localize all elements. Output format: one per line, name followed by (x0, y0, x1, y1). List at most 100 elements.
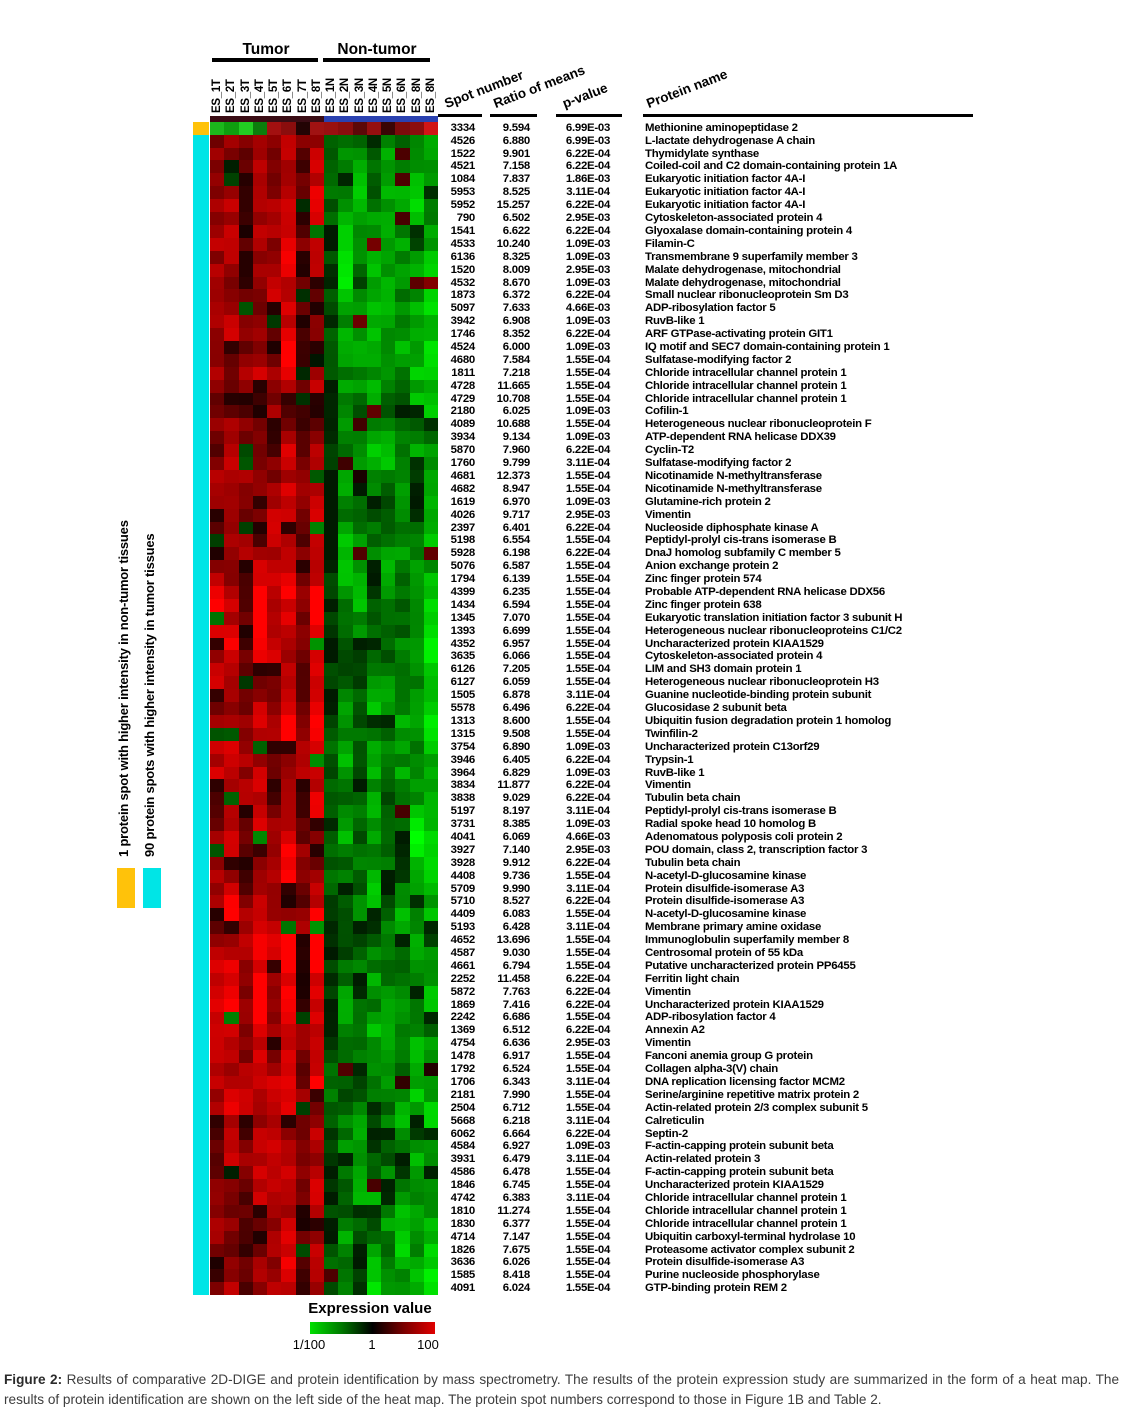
heatmap-cell (238, 379, 253, 393)
protein-name-cell: Methionine aminopeptidase 2 (645, 121, 798, 134)
heatmap-cell (281, 856, 296, 870)
protein-name-cell: Cytoskeleton-associated protein 4 (645, 212, 823, 225)
heatmap-cell (252, 805, 267, 819)
heatmap-cell (366, 1127, 381, 1141)
column-label: ES_2N (339, 78, 352, 113)
heatmap-row (210, 1037, 438, 1051)
p-value-cell: 2.95E-03 (565, 508, 611, 521)
heatmap-cell (338, 624, 353, 638)
heatmap-cell (366, 147, 381, 161)
heatmap-cell (238, 947, 253, 960)
heatmap-cell (295, 1269, 310, 1283)
heatmap-cell (423, 611, 438, 625)
p-value-cell: 1.55E-04 (565, 469, 611, 482)
heatmap-cell (281, 495, 296, 509)
heatmap-cell (224, 1269, 239, 1283)
ratio-cell: 6.794 (502, 959, 531, 972)
heatmap-cell (309, 1101, 324, 1115)
p-value-cell: 1.55E-04 (565, 1269, 611, 1282)
table-row: 5668 6.218 3.11E-04 Calreticulin (0, 1115, 1123, 1128)
heatmap-cell (210, 624, 225, 638)
heatmap-cell (352, 431, 367, 445)
heatmap-cell (267, 998, 282, 1012)
protein-name-cell: IQ motif and SEC7 domain-containing prot… (645, 340, 890, 353)
heatmap-cell (338, 818, 353, 831)
heatmap-cell (281, 1230, 296, 1244)
table-row: 2181 7.990 1.55E-04 Serine/arginine repetit… (0, 1089, 1123, 1102)
heatmap-cell (352, 663, 367, 677)
heatmap-cell (224, 1050, 239, 1064)
heatmap-cell (252, 353, 267, 367)
heatmap-cell (423, 947, 438, 960)
heatmap-cell (409, 1179, 424, 1193)
heatmap-cell (409, 328, 424, 341)
heatmap-cell (423, 1269, 438, 1283)
heatmap-cell (281, 250, 296, 264)
heatmap-cell (409, 199, 424, 213)
heatmap-cell (352, 637, 367, 651)
heatmap-cell (366, 921, 381, 935)
heatmap-cell (252, 1153, 267, 1167)
heatmap-cell (324, 676, 339, 690)
heatmap-cell (295, 663, 310, 677)
ratio-cell: 6.377 (502, 1217, 531, 1230)
protein-name-cell: Tubulin beta chain (645, 856, 741, 869)
heatmap-cell (324, 843, 339, 857)
ratio-cell: 7.140 (502, 843, 531, 856)
heatmap-cell (281, 1140, 296, 1154)
heatmap-cell (381, 1256, 396, 1270)
protein-name-cell: Trypsin-1 (645, 753, 694, 766)
heatmap-cell (252, 934, 267, 948)
heatmap-cell (281, 1166, 296, 1180)
heatmap-cell (423, 1063, 438, 1076)
heatmap-cell (267, 263, 282, 277)
heatmap-cell (366, 457, 381, 470)
heatmap-cell (381, 147, 396, 161)
heatmap-cell (309, 1140, 324, 1154)
heatmap-cell (423, 276, 438, 290)
heatmap-cell (238, 598, 253, 612)
protein-name-cell: Fanconi anemia group G protein (645, 1050, 813, 1063)
table-row: 3964 6.829 1.09E-03 RuvB-like 1 (0, 767, 1123, 780)
heatmap-cell (366, 624, 381, 638)
heatmap-cell (210, 328, 225, 341)
heatmap-cell (281, 431, 296, 445)
heatmap-cell (281, 1011, 296, 1025)
heatmap-cell (238, 341, 253, 354)
heatmap-cell (409, 353, 424, 367)
heatmap-column-labels: ES_1T ES_2T ES_3T ES_4T ES_5T ES_6T ES_7T ES_8T… (210, 59, 438, 113)
heatmap-cell (324, 882, 339, 896)
heatmap-cell (338, 753, 353, 767)
side-label-tumor: 90 protein spots with higher intensity i… (142, 533, 157, 857)
heatmap-cell (366, 972, 381, 986)
heatmap-cell (324, 611, 339, 625)
heatmap-row (210, 1140, 438, 1154)
heatmap-cell (224, 276, 239, 290)
heatmap-cell (409, 624, 424, 638)
heatmap-cell (281, 1050, 296, 1064)
heatmap-cell (238, 444, 253, 458)
heatmap-cell (352, 1204, 367, 1218)
ratio-cell: 7.147 (502, 1230, 531, 1243)
heatmap-cell (210, 947, 225, 960)
heatmap-cell (381, 882, 396, 896)
heatmap-cell (338, 160, 353, 174)
heatmap-cell (309, 405, 324, 419)
heatmap-cell (267, 1153, 282, 1167)
heatmap-cell (224, 985, 239, 999)
heatmap-cell (423, 676, 438, 690)
heatmap-cell (309, 121, 324, 135)
heatmap-cell (224, 1153, 239, 1167)
heatmap-cell (409, 959, 424, 973)
heatmap-cell (238, 624, 253, 638)
heatmap-cell (381, 495, 396, 509)
heatmap-cell (210, 121, 225, 135)
ratio-cell: 6.139 (502, 573, 531, 586)
p-value-cell: 1.55E-04 (565, 947, 611, 960)
heatmap-cell (409, 547, 424, 561)
heatmap-cell (252, 508, 267, 522)
heatmap-cell (210, 611, 225, 625)
heatmap-cell (252, 147, 267, 161)
heatmap-cell (395, 457, 410, 470)
heatmap-cell (352, 315, 367, 329)
